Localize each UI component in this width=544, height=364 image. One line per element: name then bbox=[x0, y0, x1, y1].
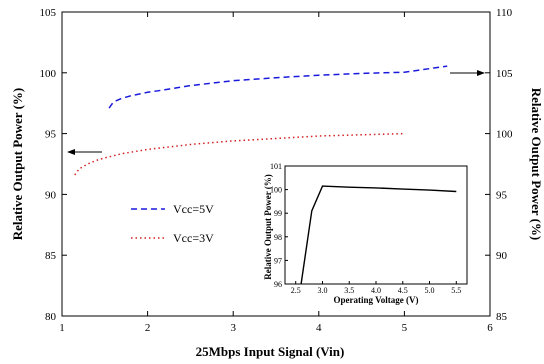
inset-chart: 2.5 3.0 3.5 4.0 4.5 5.0 5.5 96 97 98 99 100 101 Ope… bbox=[263, 162, 468, 305]
series-group bbox=[74, 65, 448, 176]
inset-y-axis: 96 97 98 99 100 101 bbox=[270, 162, 288, 289]
y-left-tick-label: 90 bbox=[45, 189, 57, 201]
inset-x-tick-label: 3.0 bbox=[317, 286, 327, 295]
y-right-tick-label: 90 bbox=[496, 250, 508, 262]
y-axis-right-title: Relative Output Power (%) bbox=[529, 88, 544, 240]
inset-y-tick-label: 99 bbox=[274, 209, 282, 218]
series-line-vcc5 bbox=[108, 65, 448, 109]
y-left-tick-label: 100 bbox=[40, 68, 57, 80]
inset-series-line bbox=[300, 185, 457, 285]
x-tick-label: 6 bbox=[487, 322, 493, 334]
y-left-tick-label: 80 bbox=[45, 311, 57, 323]
y-axis-right: 85 90 95 100 105 110 bbox=[485, 7, 513, 323]
y-left-tick-label: 95 bbox=[45, 129, 57, 141]
inset-y-tick-label: 100 bbox=[270, 186, 282, 195]
y-right-tick-label: 85 bbox=[496, 311, 508, 323]
inset-y-tick-label: 97 bbox=[274, 256, 282, 265]
y-axis-left: 80 85 90 95 100 105 bbox=[40, 7, 67, 323]
y-right-tick-label: 105 bbox=[496, 68, 513, 80]
y-right-tick-label: 100 bbox=[496, 129, 513, 141]
x-axis: 1 2 3 4 5 6 bbox=[59, 12, 493, 334]
legend-label-vcc3: Vcc=3V bbox=[173, 231, 214, 245]
inset-series-group bbox=[300, 185, 457, 285]
y-right-tick-label: 95 bbox=[496, 189, 508, 201]
inset-frame bbox=[284, 165, 468, 285]
x-tick-label: 3 bbox=[230, 322, 236, 334]
inset-x-tick-label: 4.5 bbox=[398, 286, 408, 295]
x-tick-label: 1 bbox=[59, 322, 65, 334]
inset-y-tick-label: 98 bbox=[274, 233, 282, 242]
y-left-tick-label: 85 bbox=[45, 250, 57, 262]
x-tick-label: 5 bbox=[402, 322, 408, 334]
inset-y-tick-label: 96 bbox=[274, 280, 282, 289]
inset-x-tick-label: 2.5 bbox=[291, 286, 301, 295]
y-right-tick-label: 110 bbox=[496, 7, 513, 19]
inset-y-tick-label: 101 bbox=[270, 162, 282, 171]
y-left-tick-label: 105 bbox=[40, 7, 57, 19]
legend: Vcc=5V Vcc=3V bbox=[131, 202, 214, 245]
inset-x-axis-title: Operating Voltage (V) bbox=[334, 295, 419, 305]
x-tick-label: 4 bbox=[316, 322, 322, 334]
plot-frame bbox=[61, 11, 491, 317]
inset-x-tick-label: 4.0 bbox=[371, 286, 381, 295]
x-axis-title: 25Mbps Input Signal (Vin) bbox=[196, 344, 345, 359]
inset-x-axis: 2.5 3.0 3.5 4.0 4.5 5.0 5.5 bbox=[291, 281, 461, 295]
legend-label-vcc5: Vcc=5V bbox=[173, 202, 214, 216]
inset-y-axis-title: Relative Output Power (%) bbox=[263, 174, 273, 280]
y-axis-left-title: Relative Output Power (%) bbox=[10, 88, 25, 240]
x-tick-label: 2 bbox=[145, 322, 151, 334]
inset-x-tick-label: 5.5 bbox=[451, 286, 461, 295]
inset-x-tick-label: 3.5 bbox=[344, 286, 354, 295]
inset-x-tick-label: 5.0 bbox=[425, 286, 435, 295]
